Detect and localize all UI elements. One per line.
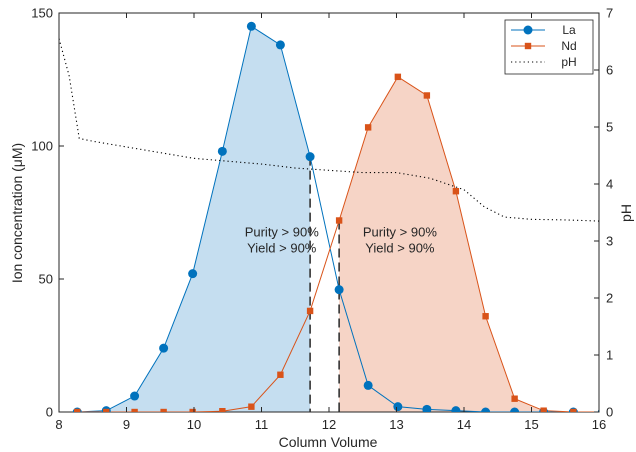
x-tick-label-1: 9 bbox=[123, 417, 130, 432]
marker-nd-7 bbox=[277, 371, 284, 378]
marker-nd-2 bbox=[131, 408, 138, 412]
marker-nd-11 bbox=[394, 73, 402, 81]
marker-nd-10 bbox=[364, 124, 372, 131]
x-tick-label-3: 11 bbox=[255, 417, 269, 432]
marker-la-13 bbox=[451, 406, 461, 412]
marker-nd-4 bbox=[189, 408, 196, 412]
marker-nd-9 bbox=[335, 217, 343, 224]
marker-nd-5 bbox=[219, 408, 226, 412]
legend-marker-la bbox=[523, 25, 533, 35]
x-tick-label-6: 14 bbox=[457, 417, 471, 432]
marker-nd-3 bbox=[160, 408, 167, 412]
marker-nd-6 bbox=[248, 403, 255, 410]
marker-la-10 bbox=[363, 380, 373, 390]
x-tick-label-2: 10 bbox=[187, 417, 201, 432]
shaded-regions bbox=[77, 26, 599, 412]
marker-la-12 bbox=[422, 404, 432, 412]
marker-nd-12 bbox=[423, 92, 431, 99]
y-axis-left-label: Ion concentration (μM) bbox=[9, 143, 25, 283]
marker-nd-13 bbox=[452, 188, 460, 195]
series-markers bbox=[72, 21, 605, 415]
y-left-tick-label-1: 50 bbox=[39, 272, 53, 287]
x-tick-label-5: 13 bbox=[389, 417, 403, 432]
series-line-ph bbox=[59, 38, 599, 222]
legend-marker-nd bbox=[524, 42, 532, 50]
annotation-1-line-1: Yield > 90% bbox=[365, 240, 435, 255]
shaded-region-nd bbox=[339, 76, 599, 412]
y-right-tick-label-5: 5 bbox=[606, 120, 613, 135]
y-right-tick-label-2: 2 bbox=[606, 291, 613, 306]
annotation-0-line-1: Yield > 90% bbox=[247, 240, 317, 255]
marker-la-8 bbox=[305, 152, 315, 162]
marker-la-7 bbox=[275, 40, 285, 50]
marker-nd-18 bbox=[599, 409, 605, 415]
marker-la-5 bbox=[217, 146, 227, 156]
y-right-tick-label-0: 0 bbox=[606, 405, 613, 420]
marker-nd-1 bbox=[103, 408, 110, 412]
y-left-tick-label-3: 150 bbox=[31, 6, 53, 21]
marker-nd-0 bbox=[74, 408, 81, 412]
legend-box bbox=[504, 19, 594, 75]
shaded-region-la bbox=[77, 26, 311, 412]
x-tick-label-7: 15 bbox=[524, 417, 538, 432]
x-tick-label-4: 12 bbox=[322, 417, 336, 432]
y-right-tick-label-4: 4 bbox=[606, 177, 613, 192]
annotations: Purity > 90% Yield > 90%Purity > 90% Yield… bbox=[245, 224, 438, 255]
marker-la-4 bbox=[188, 269, 198, 279]
marker-la-6 bbox=[246, 21, 256, 31]
annotation-0: Purity > 90% Yield > 90% bbox=[245, 224, 320, 255]
y-left-tick-label-0: 0 bbox=[46, 405, 53, 420]
marker-la-9 bbox=[334, 285, 344, 295]
annotation-0-line-0: Purity > 90% bbox=[245, 224, 320, 239]
legend-label-la: La bbox=[562, 23, 576, 37]
x-tick-label-8: 16 bbox=[592, 417, 606, 432]
x-axis-label: Column Volume bbox=[279, 434, 378, 450]
marker-nd-16 bbox=[540, 407, 547, 412]
marker-la-14 bbox=[481, 407, 491, 412]
legend: La Nd pH bbox=[504, 19, 594, 75]
y-right-tick-label-1: 1 bbox=[606, 348, 613, 363]
y-axis-right-label: pH bbox=[618, 204, 634, 222]
legend-label-ph: pH bbox=[561, 55, 576, 69]
marker-nd-17 bbox=[570, 408, 577, 412]
marker-la-11 bbox=[393, 402, 403, 412]
x-tick-label-0: 8 bbox=[55, 417, 62, 432]
marker-nd-15 bbox=[511, 395, 518, 402]
y-left-tick-label-2: 100 bbox=[31, 139, 53, 154]
y-right-tick-label-7: 7 bbox=[606, 6, 613, 21]
marker-nd-8 bbox=[306, 307, 314, 315]
marker-la-3 bbox=[159, 343, 169, 353]
cutoff-lines bbox=[309, 156, 340, 412]
annotation-1: Purity > 90% Yield > 90% bbox=[363, 224, 438, 255]
y-right-tick-label-3: 3 bbox=[606, 234, 613, 249]
marker-nd-14 bbox=[482, 313, 489, 320]
marker-la-15 bbox=[510, 407, 520, 412]
legend-label-nd: Nd bbox=[561, 39, 576, 53]
marker-la-2 bbox=[130, 391, 140, 401]
series-lines bbox=[59, 25, 599, 412]
annotation-1-line-0: Purity > 90% bbox=[363, 224, 438, 239]
y-right-tick-label-6: 6 bbox=[606, 63, 613, 78]
